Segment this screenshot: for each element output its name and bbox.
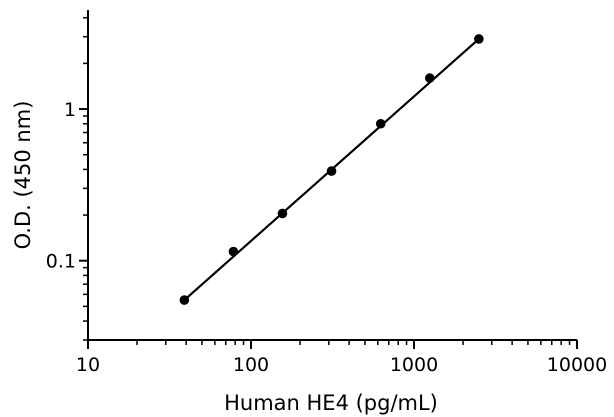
axes [87,10,577,341]
y-tick-label: 1 [64,99,76,121]
ticks [79,17,578,349]
data-point [228,246,239,257]
data-point [179,295,190,305]
data-point [326,166,337,176]
y-axis-title: O.D. (450 nm) [11,101,35,250]
x-tick-label: 100 [233,354,269,376]
series [179,34,484,305]
data-point [424,73,435,83]
data-point [474,34,484,44]
tick-labels: 10 100 1000 10000 0.1 1 [46,99,607,376]
data-point [277,208,288,219]
y-tick-label: 0.1 [46,251,76,273]
x-tick-label: 1000 [390,354,438,376]
x-tick-label: 10000 [547,354,607,376]
x-tick-label: 10 [76,354,100,376]
data-point [375,118,386,129]
x-axis-title: Human HE4 (pg/mL) [224,391,438,415]
